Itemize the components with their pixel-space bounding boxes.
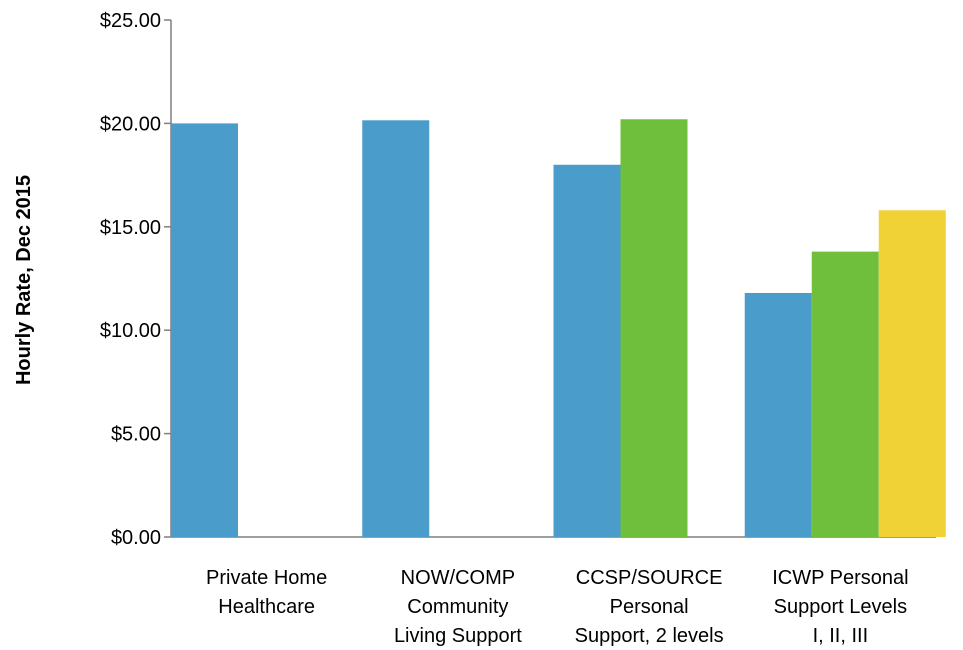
category-label-line: Living Support xyxy=(394,625,522,647)
category-label-line: I, II, III xyxy=(813,625,869,647)
category-label-line: Support Levels xyxy=(774,596,907,618)
y-tick-label: $5.00 xyxy=(111,424,161,446)
bar-4-series-2 xyxy=(811,251,879,537)
y-tick-label: $10.00 xyxy=(100,320,161,342)
y-tick-label: $0.00 xyxy=(111,527,161,549)
category-label: Private Home Healthcare xyxy=(206,567,327,618)
category-label-line: Personal xyxy=(610,596,689,618)
bar-1-series-1 xyxy=(171,123,238,538)
y-axis-title: Hourly Rate, Dec 2015 xyxy=(13,175,35,385)
category-label: CCSP/SOURCE Personal Support, 2 levels xyxy=(575,567,724,647)
category-labels: Private Home Healthcare NOW/COMP Community L… xyxy=(206,567,909,647)
category-label-line: ICWP Personal xyxy=(772,567,908,589)
category-label-line: Private Home xyxy=(206,567,327,589)
category-label-line: Support, 2 levels xyxy=(575,625,724,647)
bars xyxy=(171,119,946,538)
bar-3-series-1 xyxy=(553,164,621,537)
bar-4-series-3 xyxy=(878,210,946,538)
category-label: NOW/COMP Community Living Support xyxy=(394,567,522,647)
bar-4-series-1 xyxy=(744,292,812,537)
category-label-line: Community xyxy=(407,596,508,618)
y-tick-label: $20.00 xyxy=(100,113,161,135)
category-label: ICWP Personal Support Levels I, II, III xyxy=(772,567,908,647)
y-tick-labels: $0.00 $5.00 $10.00 $15.00 $20.00 $25.00 xyxy=(100,10,161,549)
y-tick-label: $25.00 xyxy=(100,10,161,32)
category-label-line: NOW/COMP xyxy=(401,567,515,589)
y-tick-label: $15.00 xyxy=(100,217,161,239)
bar-2-series-1 xyxy=(362,120,430,537)
bar-3-series-2 xyxy=(620,119,688,537)
category-label-line: CCSP/SOURCE xyxy=(576,567,723,589)
category-label-line: Healthcare xyxy=(218,596,315,618)
